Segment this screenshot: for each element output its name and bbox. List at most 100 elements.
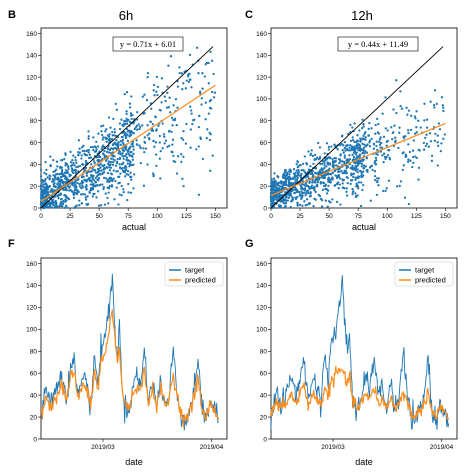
scatter-point: [143, 140, 146, 144]
scatter-point: [48, 178, 51, 181]
scatter-point: [407, 143, 410, 146]
scatter-point: [351, 193, 354, 196]
scatter-point: [310, 149, 313, 152]
scatter-point: [360, 175, 363, 179]
scatter-point: [406, 160, 410, 163]
scatter-point: [289, 206, 292, 209]
scatter-point: [316, 184, 319, 187]
scatter-point: [213, 91, 217, 94]
panel-f-timeseries: F target predicted date 0 20 40 60 80 100 120 1…: [8, 238, 228, 467]
scatter-point: [101, 172, 104, 175]
scatter-point: [94, 176, 97, 180]
scatter-point: [407, 131, 410, 135]
scatter-point: [197, 72, 200, 75]
scatter-point: [129, 129, 132, 133]
scatter-point: [433, 89, 437, 92]
scatter-point: [417, 166, 421, 170]
scatter-point: [68, 189, 71, 192]
scatter-point: [437, 122, 441, 125]
y-tick-label: 40: [260, 162, 268, 169]
scatter-point: [129, 160, 132, 164]
scatter-point: [314, 178, 317, 182]
scatter-point: [355, 144, 358, 147]
scatter-point: [70, 167, 74, 170]
scatter-point: [188, 53, 192, 57]
scatter-point: [110, 138, 114, 141]
scatter-point: [107, 180, 111, 184]
scatter-point: [361, 158, 365, 162]
scatter-point: [70, 190, 73, 193]
scatter-point: [46, 176, 49, 179]
scatter-point: [102, 136, 105, 139]
scatter-point: [126, 139, 129, 142]
scatter-point: [307, 192, 310, 195]
scatter-point: [64, 200, 67, 203]
scatter-point: [330, 145, 333, 148]
scatter-point: [182, 82, 185, 85]
scatter-point: [132, 145, 135, 148]
scatter-point: [75, 186, 78, 189]
panel-f-xlabel: date: [125, 457, 143, 467]
scatter-point: [295, 169, 298, 172]
scatter-point: [317, 178, 320, 181]
y-tick-label: 160: [256, 31, 267, 38]
scatter-point: [351, 126, 354, 129]
scatter-point: [288, 168, 291, 171]
scatter-point: [419, 126, 422, 129]
y-tick-label: 100: [26, 96, 37, 103]
scatter-point: [280, 200, 283, 203]
scatter-point: [166, 91, 169, 94]
scatter-point: [58, 173, 61, 176]
scatter-point: [350, 174, 353, 177]
scatter-point: [85, 185, 88, 188]
scatter-point: [374, 156, 378, 160]
scatter-point: [337, 187, 340, 190]
scatter-point: [201, 157, 205, 161]
scatter-point: [189, 128, 193, 131]
scatter-point: [339, 203, 342, 206]
scatter-point: [103, 171, 106, 174]
scatter-point: [365, 151, 369, 154]
scatter-point: [355, 182, 358, 185]
scatter-point: [81, 184, 84, 188]
scatter-point: [49, 190, 52, 193]
scatter-point: [358, 162, 361, 165]
scatter-point: [310, 172, 314, 176]
scatter-point: [362, 146, 365, 150]
scatter-point: [72, 196, 76, 199]
scatter-point: [86, 195, 89, 198]
scatter-point: [74, 180, 77, 183]
scatter-point: [99, 183, 102, 186]
y-tick-label: 20: [30, 414, 38, 421]
scatter-point: [141, 95, 144, 98]
scatter-point: [276, 183, 279, 186]
scatter-point: [340, 170, 343, 173]
y-tick-label: 140: [26, 283, 37, 290]
scatter-point: [60, 172, 63, 176]
y-tick-label: 100: [256, 327, 267, 334]
scatter-point: [307, 168, 311, 171]
scatter-point: [92, 168, 95, 172]
scatter-point: [394, 136, 397, 139]
scatter-point: [364, 145, 367, 148]
scatter-point: [298, 203, 302, 207]
scatter-point: [108, 133, 111, 136]
scatter-point: [97, 204, 101, 207]
scatter-point: [125, 153, 128, 156]
scatter-point: [67, 168, 70, 171]
scatter-point: [108, 137, 112, 140]
scatter-point: [270, 181, 273, 185]
scatter-point: [352, 175, 355, 179]
scatter-point: [61, 202, 65, 206]
scatter-point: [349, 143, 352, 147]
scatter-point: [199, 90, 202, 93]
scatter-point: [175, 123, 178, 127]
scatter-point: [77, 154, 80, 157]
scatter-point: [102, 187, 105, 191]
scatter-point: [178, 71, 181, 75]
x-tick-label: 50: [96, 213, 104, 220]
scatter-point: [74, 171, 77, 174]
scatter-point: [308, 181, 311, 185]
scatter-point: [96, 167, 100, 171]
scatter-point: [276, 174, 279, 178]
